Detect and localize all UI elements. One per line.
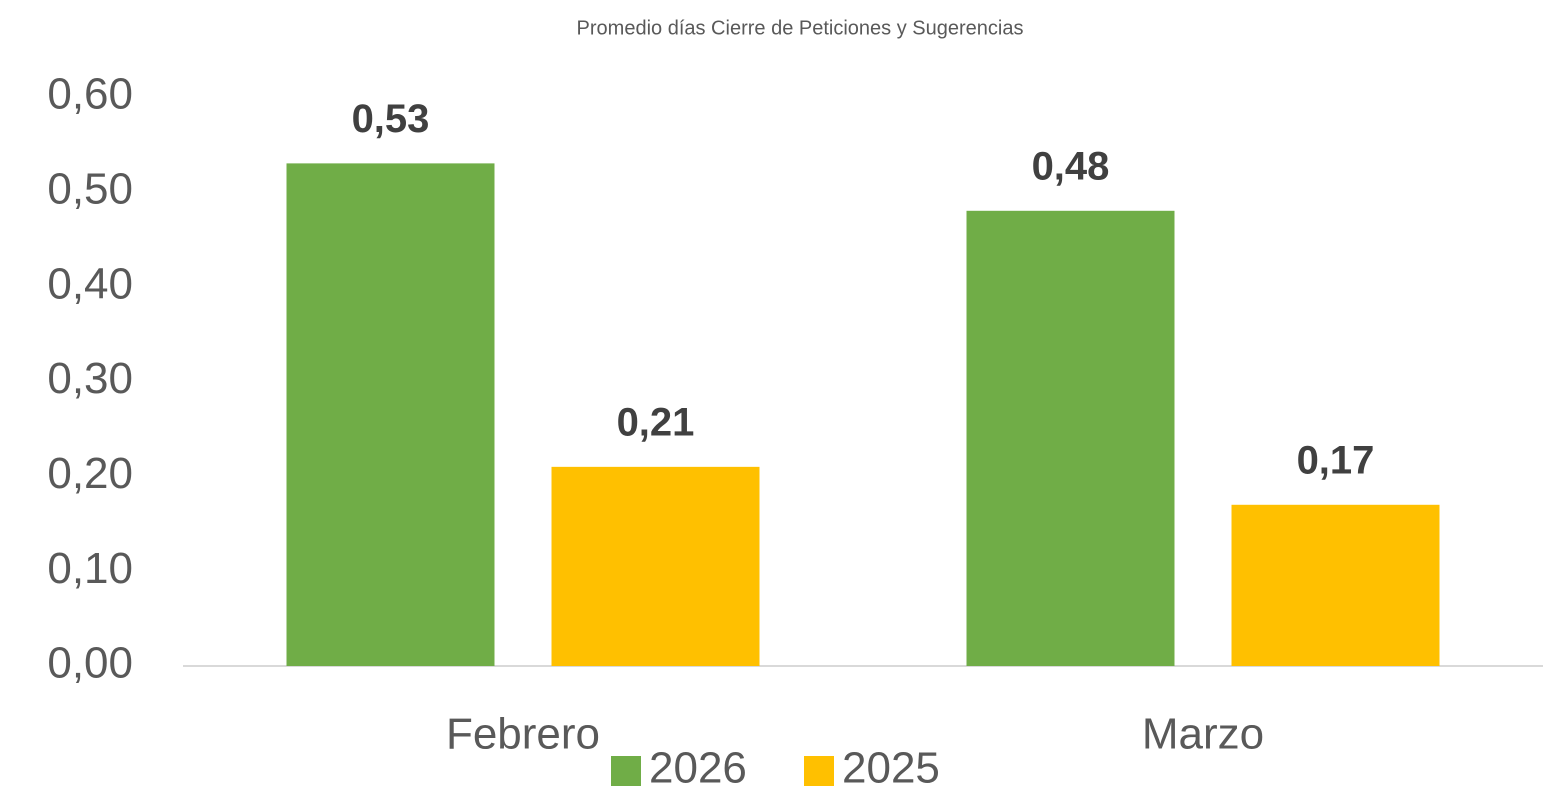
y-tick-label: 0,10 — [47, 544, 133, 593]
legend-label: 2026 — [649, 744, 747, 792]
y-tick-label: 0,50 — [47, 164, 133, 213]
y-tick-label: 0,00 — [47, 639, 133, 688]
data-label: 0,21 — [617, 400, 695, 444]
data-label: 0,17 — [1297, 438, 1375, 482]
bar — [966, 210, 1175, 667]
x-tick-label: Marzo — [1142, 710, 1264, 759]
data-label: 0,53 — [352, 97, 430, 141]
bar — [1231, 504, 1440, 666]
y-tick-label: 0,40 — [47, 259, 133, 308]
y-tick-label: 0,60 — [47, 70, 133, 119]
chart-title: Promedio días Cierre de Peticiones y Sug… — [577, 17, 1024, 39]
legend-swatch — [804, 756, 834, 786]
legend-swatch — [611, 756, 641, 786]
bar — [286, 163, 495, 666]
bar — [551, 466, 760, 666]
data-label: 0,48 — [1032, 144, 1110, 188]
legend-label: 2025 — [842, 744, 940, 792]
y-tick-label: 0,30 — [47, 354, 133, 403]
x-tick-label: Febrero — [446, 710, 600, 759]
y-tick-label: 0,20 — [47, 449, 133, 498]
